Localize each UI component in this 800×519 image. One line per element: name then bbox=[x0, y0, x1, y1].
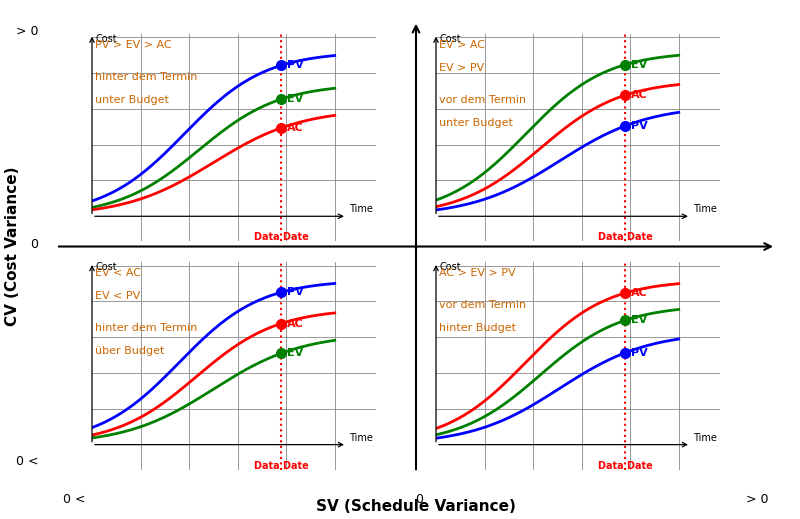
Text: EV < PV: EV < PV bbox=[95, 291, 140, 301]
Text: hinter Budget: hinter Budget bbox=[439, 323, 516, 333]
Text: AC: AC bbox=[287, 319, 304, 329]
Text: AC: AC bbox=[631, 288, 648, 298]
Text: Time: Time bbox=[350, 433, 373, 443]
Text: PV: PV bbox=[631, 348, 648, 358]
Text: hinter dem Termin: hinter dem Termin bbox=[95, 72, 198, 82]
Text: hinter dem Termin: hinter dem Termin bbox=[95, 323, 198, 333]
Text: AC: AC bbox=[631, 90, 648, 100]
Text: PV: PV bbox=[287, 288, 304, 297]
Text: vor dem Termin: vor dem Termin bbox=[439, 301, 526, 310]
Text: Data Date: Data Date bbox=[598, 461, 653, 471]
Text: AC: AC bbox=[287, 123, 304, 133]
Text: unter Budget: unter Budget bbox=[439, 118, 513, 128]
Text: Cost: Cost bbox=[96, 34, 118, 44]
Text: > 0: > 0 bbox=[15, 25, 38, 38]
Text: EV: EV bbox=[287, 348, 304, 358]
Text: AC > EV > PV: AC > EV > PV bbox=[439, 268, 515, 278]
Text: Data Date: Data Date bbox=[598, 233, 653, 242]
Text: Cost: Cost bbox=[440, 34, 462, 44]
Text: vor dem Termin: vor dem Termin bbox=[439, 95, 526, 105]
Text: PV: PV bbox=[287, 60, 304, 71]
Text: Time: Time bbox=[694, 204, 717, 214]
Text: SV (Schedule Variance): SV (Schedule Variance) bbox=[316, 499, 516, 514]
Text: EV: EV bbox=[631, 60, 648, 70]
Text: Data Date: Data Date bbox=[254, 233, 309, 242]
Text: PV > EV > AC: PV > EV > AC bbox=[95, 40, 171, 50]
Text: 0: 0 bbox=[416, 493, 424, 506]
Text: PV: PV bbox=[631, 121, 648, 131]
Text: Time: Time bbox=[350, 204, 373, 214]
Text: Cost: Cost bbox=[440, 262, 462, 272]
Text: EV: EV bbox=[631, 316, 648, 325]
Text: Data Date: Data Date bbox=[254, 461, 309, 471]
Text: 0: 0 bbox=[30, 238, 38, 251]
Text: über Budget: über Budget bbox=[95, 346, 164, 356]
Text: EV > AC: EV > AC bbox=[439, 40, 485, 50]
Text: EV: EV bbox=[287, 94, 304, 104]
Text: > 0: > 0 bbox=[746, 493, 769, 506]
Text: unter Budget: unter Budget bbox=[95, 95, 169, 105]
Text: 0 <: 0 < bbox=[15, 455, 38, 468]
Text: EV < AC: EV < AC bbox=[95, 268, 141, 278]
Text: Cost: Cost bbox=[96, 262, 118, 272]
Text: Time: Time bbox=[694, 433, 717, 443]
Text: CV (Cost Variance): CV (Cost Variance) bbox=[6, 167, 20, 326]
Text: 0 <: 0 < bbox=[63, 493, 86, 506]
Text: EV > PV: EV > PV bbox=[439, 63, 484, 73]
